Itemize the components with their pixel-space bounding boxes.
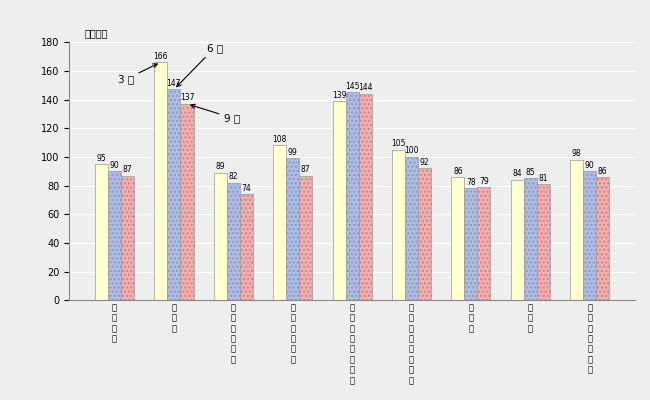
Bar [359, 94, 372, 300]
Text: 81: 81 [539, 174, 548, 183]
Text: 82: 82 [229, 172, 238, 181]
Text: 166: 166 [153, 52, 168, 61]
Text: 144: 144 [358, 83, 372, 92]
Text: 86: 86 [598, 166, 608, 176]
Bar [273, 146, 286, 300]
Text: 87: 87 [123, 165, 133, 174]
Bar [464, 188, 478, 300]
Text: 9 年: 9 年 [191, 104, 240, 123]
Bar [418, 168, 431, 300]
Bar [168, 90, 181, 300]
Bar [299, 176, 312, 300]
Text: 78: 78 [466, 178, 476, 187]
Bar [405, 157, 418, 300]
Bar [511, 180, 524, 300]
Text: 3 年: 3 年 [118, 64, 157, 84]
Bar [392, 150, 405, 300]
Text: 98: 98 [572, 149, 582, 158]
Text: 89: 89 [215, 162, 225, 171]
Text: （万円）: （万円） [85, 28, 109, 38]
Text: 137: 137 [180, 94, 194, 102]
Bar [154, 62, 168, 300]
Bar [214, 173, 227, 300]
Bar [524, 178, 537, 300]
Text: 92: 92 [420, 158, 430, 167]
Bar [537, 184, 550, 300]
Bar [121, 176, 134, 300]
Text: 87: 87 [301, 165, 311, 174]
Text: 90: 90 [585, 161, 595, 170]
Text: 86: 86 [453, 166, 463, 176]
Text: 147: 147 [166, 79, 181, 88]
Bar [240, 194, 253, 300]
Bar [95, 164, 108, 300]
Text: 79: 79 [479, 177, 489, 186]
Bar [333, 101, 346, 300]
Bar [227, 183, 240, 300]
Bar [346, 92, 359, 300]
Text: 6 年: 6 年 [177, 43, 223, 87]
Bar [181, 104, 194, 300]
Text: 145: 145 [345, 82, 359, 91]
Text: 90: 90 [110, 161, 120, 170]
Text: 74: 74 [242, 184, 252, 193]
Bar [286, 158, 299, 300]
Text: 85: 85 [525, 168, 535, 177]
Text: 108: 108 [272, 135, 287, 144]
Text: 139: 139 [332, 90, 346, 100]
Text: 100: 100 [404, 146, 419, 156]
Text: 105: 105 [391, 139, 406, 148]
Bar [478, 187, 491, 300]
Bar [570, 160, 583, 300]
Text: 84: 84 [512, 170, 522, 178]
Text: 99: 99 [288, 148, 298, 157]
Bar [108, 171, 121, 300]
Bar [451, 177, 464, 300]
Bar [583, 171, 596, 300]
Bar [596, 177, 609, 300]
Text: 95: 95 [97, 154, 107, 163]
